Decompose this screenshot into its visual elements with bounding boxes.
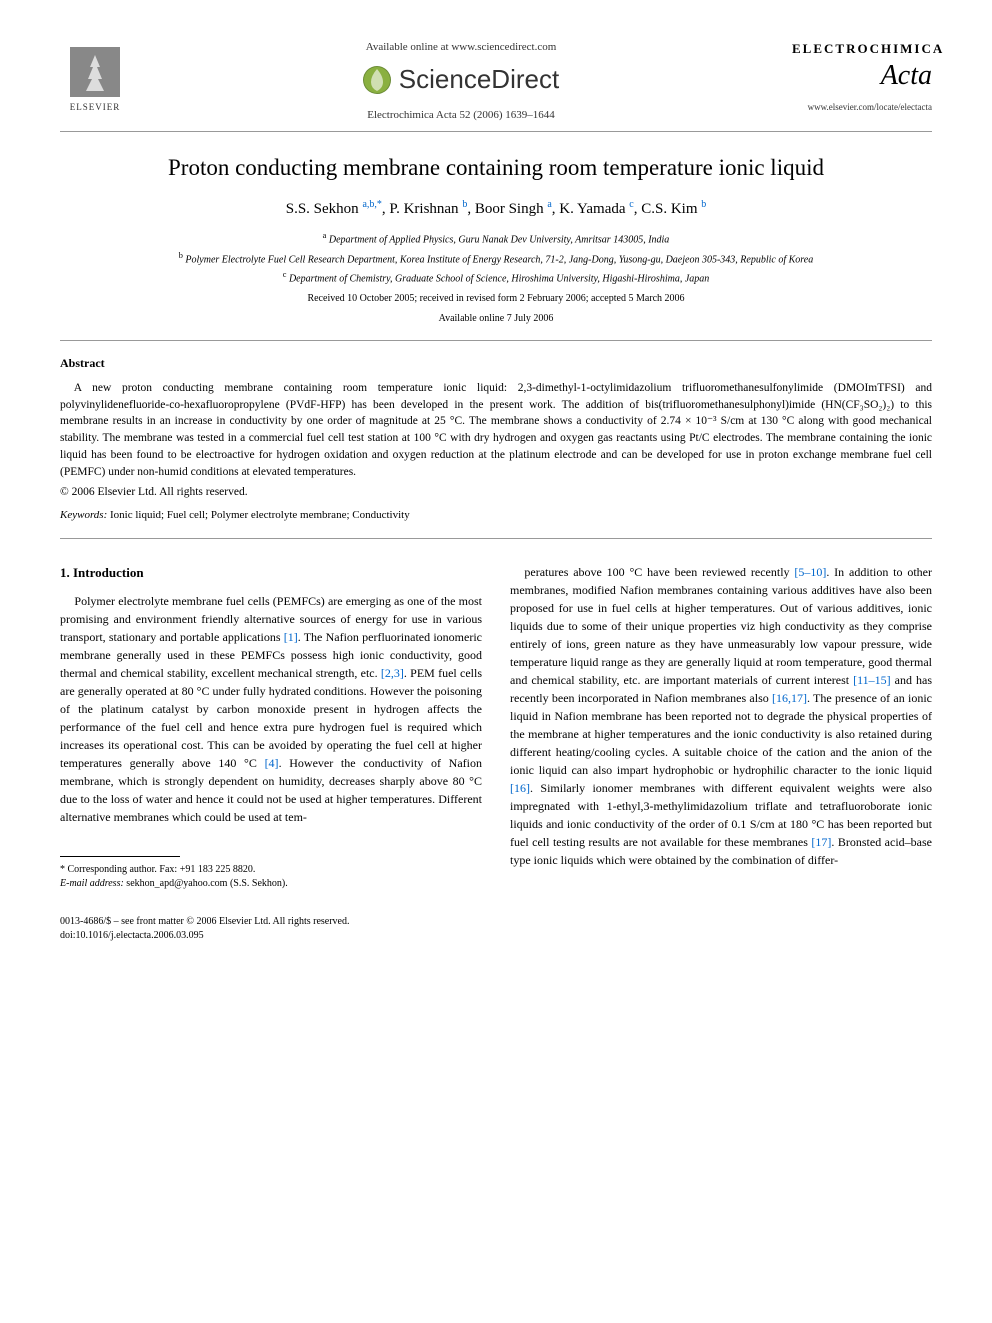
keywords-line: Keywords: Ionic liquid; Fuel cell; Polym…: [60, 508, 932, 523]
abstract-text: A new proton conducting membrane contain…: [60, 380, 932, 480]
abstract-top-divider: [60, 340, 932, 341]
elsevier-tree-icon: [70, 47, 120, 97]
doi-line: doi:10.1016/j.electacta.2006.03.095: [60, 929, 932, 943]
journal-logo: ELECTROCHIMICA Acta www.elsevier.com/loc…: [792, 40, 932, 114]
intro-right-paragraph: peratures above 100 °C have been reviewe…: [510, 563, 932, 869]
journal-reference: Electrochimica Acta 52 (2006) 1639–1644: [150, 108, 772, 123]
received-dates: Received 10 October 2005; received in re…: [60, 292, 932, 306]
email-label: E-mail address:: [60, 878, 124, 889]
left-column: 1. Introduction Polymer electrolyte memb…: [60, 563, 482, 892]
right-column: peratures above 100 °C have been reviewe…: [510, 563, 932, 892]
email-address[interactable]: sekhon_apd@yahoo.com: [126, 878, 227, 889]
sciencedirect-icon: [363, 66, 391, 94]
keywords-label: Keywords:: [60, 509, 107, 521]
elsevier-logo: ELSEVIER: [60, 40, 130, 120]
affiliation-b: b Polymer Electrolyte Fuel Cell Research…: [60, 250, 932, 267]
authors-list: S.S. Sekhon a,b,*, P. Krishnan b, Boor S…: [60, 198, 932, 220]
body-columns: 1. Introduction Polymer electrolyte memb…: [60, 563, 932, 892]
copyright-text: © 2006 Elsevier Ltd. All rights reserved…: [60, 484, 932, 500]
page-header: ELSEVIER Available online at www.science…: [60, 40, 932, 123]
footnote-separator: [60, 856, 180, 857]
affiliation-a: a Department of Applied Physics, Guru Na…: [60, 230, 932, 247]
intro-left-paragraph: Polymer electrolyte membrane fuel cells …: [60, 592, 482, 826]
sciencedirect-brand: ScienceDirect: [150, 61, 772, 97]
email-footnote: E-mail address: sekhon_apd@yahoo.com (S.…: [60, 877, 482, 891]
abstract-heading: Abstract: [60, 355, 932, 372]
center-header: Available online at www.sciencedirect.co…: [130, 40, 792, 123]
keywords-text: Ionic liquid; Fuel cell; Polymer electro…: [110, 509, 410, 521]
affiliation-a-text: Department of Applied Physics, Guru Nana…: [329, 235, 669, 246]
elsevier-label: ELSEVIER: [70, 101, 121, 114]
header-divider: [60, 131, 932, 132]
email-who: (S.S. Sekhon).: [230, 878, 288, 889]
journal-name-line2: Acta: [792, 56, 932, 95]
affiliation-b-text: Polymer Electrolyte Fuel Cell Research D…: [185, 254, 813, 265]
corresponding-footnote: * Corresponding author. Fax: +91 183 225…: [60, 863, 482, 877]
bottom-metadata: 0013-4686/$ – see front matter © 2006 El…: [60, 915, 932, 943]
abstract-bottom-divider: [60, 538, 932, 539]
journal-url: www.elsevier.com/locate/electacta: [792, 101, 932, 114]
affiliation-c: c Department of Chemistry, Graduate Scho…: [60, 269, 932, 286]
sciencedirect-text: ScienceDirect: [399, 61, 559, 97]
online-date: Available online 7 July 2006: [60, 312, 932, 326]
available-online-text: Available online at www.sciencedirect.co…: [150, 40, 772, 55]
intro-heading: 1. Introduction: [60, 563, 482, 583]
article-title: Proton conducting membrane containing ro…: [60, 152, 932, 184]
affiliation-c-text: Department of Chemistry, Graduate School…: [289, 273, 709, 284]
issn-line: 0013-4686/$ – see front matter © 2006 El…: [60, 915, 932, 929]
